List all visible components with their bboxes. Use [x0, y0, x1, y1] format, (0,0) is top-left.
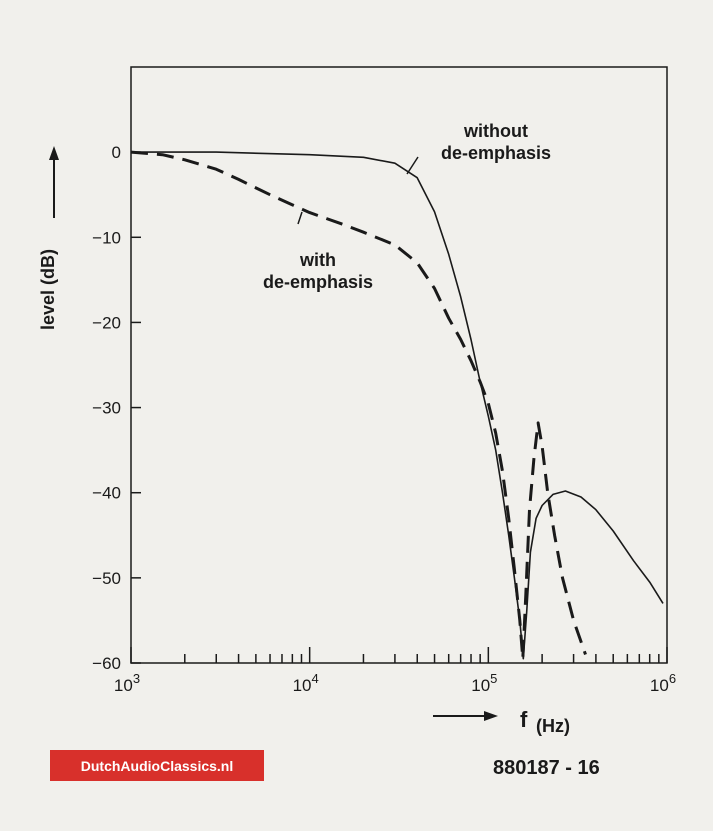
y-axis-label-group: level (dB): [38, 146, 59, 330]
watermark-badge: DutchAudioClassics.nl: [50, 750, 264, 781]
x-ticks: 103 104 105 106: [114, 647, 676, 695]
series-label-line: de-emphasis: [441, 143, 551, 163]
series-label-line: de-emphasis: [263, 272, 373, 292]
series-label-line: with: [299, 250, 336, 270]
x-tick-base: 10: [650, 676, 669, 695]
series-label-leader: [406, 156, 419, 175]
y-tick-label: −20: [92, 313, 121, 332]
plot-frame: [130, 66, 668, 664]
series-layer: [130, 150, 664, 661]
x-tick-label: 106: [650, 671, 676, 695]
series-label-leader: [297, 211, 303, 225]
x-tick-label: 104: [293, 671, 319, 695]
x-tick-label: 105: [471, 671, 497, 695]
y-tick-label: −60: [92, 654, 121, 673]
x-tick-base: 10: [471, 676, 490, 695]
x-tick-label: 103: [114, 671, 140, 695]
y-tick-label: 0: [112, 143, 121, 162]
x-axis-label: f: [520, 707, 528, 732]
y-axis-label: level (dB): [38, 249, 58, 330]
figure-number: 880187 - 16: [493, 757, 600, 779]
x-tick-base: 10: [114, 676, 133, 695]
y-ticks: 0 −10 −20 −30 −40 −50 −60: [92, 143, 141, 673]
x-axis-unit: (Hz): [536, 716, 570, 736]
x-tick-exponent: 6: [669, 671, 676, 686]
x-axis-arrow-icon: [484, 711, 498, 721]
x-minor-ticks: [184, 654, 660, 663]
y-axis-arrow-icon: [49, 146, 59, 160]
y-tick-label: −10: [92, 228, 121, 247]
series-line-with-de-emphasis: [130, 150, 587, 661]
series-line-without-de-emphasis: [131, 151, 664, 660]
x-axis-label-group: f (Hz): [433, 707, 570, 736]
x-tick-exponent: 3: [133, 671, 140, 686]
series-label-line: without: [463, 121, 528, 141]
x-tick-base: 10: [293, 676, 312, 695]
x-tick-exponent: 4: [312, 671, 319, 686]
y-tick-label: −40: [92, 484, 121, 503]
x-tick-exponent: 5: [490, 671, 497, 686]
y-tick-label: −30: [92, 399, 121, 418]
y-tick-label: −50: [92, 569, 121, 588]
